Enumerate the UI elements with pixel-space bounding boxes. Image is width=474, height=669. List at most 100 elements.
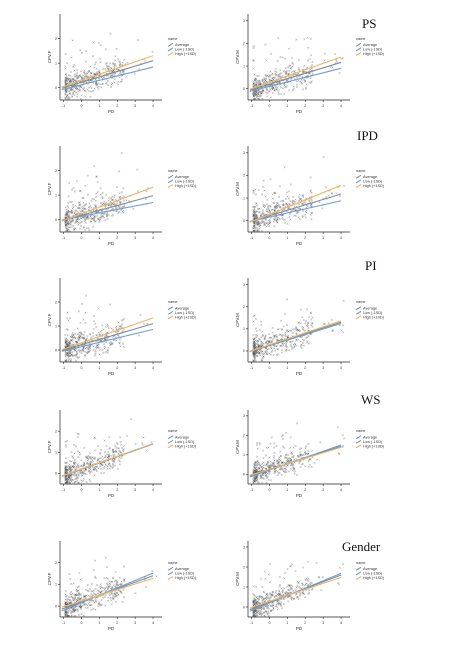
y-axis-label: CPV.M bbox=[235, 313, 240, 327]
scatter-point bbox=[283, 313, 286, 316]
scatter-point bbox=[112, 593, 115, 596]
scatter-point bbox=[81, 474, 84, 477]
scatter-point bbox=[254, 228, 257, 231]
scatter-point bbox=[70, 209, 73, 212]
scatter-point bbox=[302, 344, 305, 347]
scatter-point bbox=[81, 205, 84, 208]
scatter-point bbox=[276, 474, 279, 477]
scatter-point bbox=[265, 77, 268, 80]
scatter-point bbox=[330, 192, 333, 195]
scatter-point bbox=[285, 344, 288, 347]
scatter-point bbox=[102, 351, 105, 354]
scatter-point bbox=[117, 68, 120, 71]
scatter-point bbox=[73, 212, 76, 215]
scatter-point bbox=[253, 205, 257, 208]
y-tick-label: 0 bbox=[243, 219, 245, 223]
scatter-point bbox=[79, 217, 82, 220]
scatter-point bbox=[76, 341, 79, 344]
scatter-point bbox=[107, 199, 110, 202]
scatter-point bbox=[259, 221, 262, 224]
scatter-point bbox=[64, 93, 67, 96]
scatter-point bbox=[77, 221, 80, 224]
scatter-point bbox=[292, 85, 295, 88]
scatter-point bbox=[285, 590, 288, 593]
scatter-point bbox=[116, 591, 119, 594]
scatter-point bbox=[254, 188, 257, 191]
x-tick-label: 2 bbox=[304, 366, 306, 370]
scatter-point bbox=[79, 335, 82, 338]
scatter-point bbox=[295, 83, 298, 86]
scatter-point bbox=[301, 342, 305, 345]
scatter-point bbox=[305, 211, 308, 214]
scatter-point bbox=[254, 229, 257, 232]
scatter-point bbox=[263, 352, 266, 355]
scatter-point bbox=[311, 321, 314, 324]
scatter-point bbox=[254, 351, 257, 354]
scatter-point bbox=[67, 206, 70, 209]
scatter-point bbox=[260, 90, 263, 93]
scatter-point bbox=[69, 71, 72, 74]
scatter-point bbox=[308, 591, 311, 594]
legend-swatch bbox=[167, 571, 174, 576]
legend-swatch bbox=[355, 47, 362, 52]
legend-entry: Low (-1SD) bbox=[363, 180, 383, 184]
scatter-point bbox=[306, 308, 309, 311]
scatter-point bbox=[93, 314, 96, 318]
scatter-point bbox=[276, 218, 279, 221]
scatter-point bbox=[262, 466, 265, 469]
scatter-point bbox=[107, 587, 110, 590]
x-tick-label: 0 bbox=[268, 104, 270, 108]
scatter-point bbox=[256, 478, 259, 481]
scatter-point bbox=[269, 70, 272, 73]
scatter-point bbox=[257, 75, 260, 78]
x-tick-label: -1 bbox=[62, 104, 65, 108]
scatter-point bbox=[76, 75, 79, 78]
scatter-point bbox=[265, 463, 268, 466]
scatter-point bbox=[123, 195, 126, 198]
scatter-point bbox=[86, 606, 89, 609]
scatter-point bbox=[69, 359, 72, 362]
scatter-point bbox=[99, 451, 102, 454]
scatter-point bbox=[71, 331, 74, 334]
scatter-point bbox=[118, 583, 121, 586]
scatter-point bbox=[114, 590, 117, 593]
scatter-point bbox=[84, 95, 87, 98]
scatter-point bbox=[86, 583, 89, 586]
scatter-point bbox=[115, 600, 118, 603]
scatter-point bbox=[64, 337, 67, 341]
scatter-point bbox=[287, 454, 290, 457]
scatter-point bbox=[75, 350, 78, 353]
scatter-point bbox=[297, 79, 300, 82]
scatter-point bbox=[95, 67, 98, 70]
x-tick-label: 3 bbox=[134, 621, 136, 625]
scatter-point bbox=[260, 340, 263, 343]
scatter-point bbox=[281, 590, 284, 593]
scatter-point bbox=[273, 472, 276, 475]
scatter-point bbox=[300, 308, 303, 311]
scatter-point bbox=[95, 175, 98, 178]
scatter-point bbox=[77, 613, 81, 616]
scatter-point bbox=[76, 337, 79, 340]
scatter-point bbox=[296, 473, 299, 476]
x-tick-label: 0 bbox=[80, 488, 82, 492]
scatter-point bbox=[88, 346, 91, 349]
scatter-point bbox=[111, 586, 114, 589]
scatter-point bbox=[74, 596, 77, 599]
x-tick-label: 3 bbox=[134, 104, 136, 108]
scatter-point bbox=[83, 350, 86, 353]
scatter-point bbox=[107, 213, 110, 216]
scatter-point bbox=[75, 467, 78, 470]
scatter-point bbox=[254, 215, 257, 218]
x-tick-label: 2 bbox=[116, 104, 118, 108]
scatter-point bbox=[257, 610, 260, 613]
scatter-point bbox=[103, 439, 106, 442]
scatter-point bbox=[287, 197, 290, 200]
scatter-point bbox=[82, 461, 86, 464]
scatter-point bbox=[132, 207, 135, 210]
scatter-point bbox=[273, 89, 276, 92]
scatter-point bbox=[73, 462, 76, 465]
scatter-point bbox=[291, 456, 294, 459]
scatter-point bbox=[96, 459, 99, 462]
x-tick-label: 3 bbox=[322, 621, 324, 625]
scatter-point bbox=[87, 71, 90, 74]
